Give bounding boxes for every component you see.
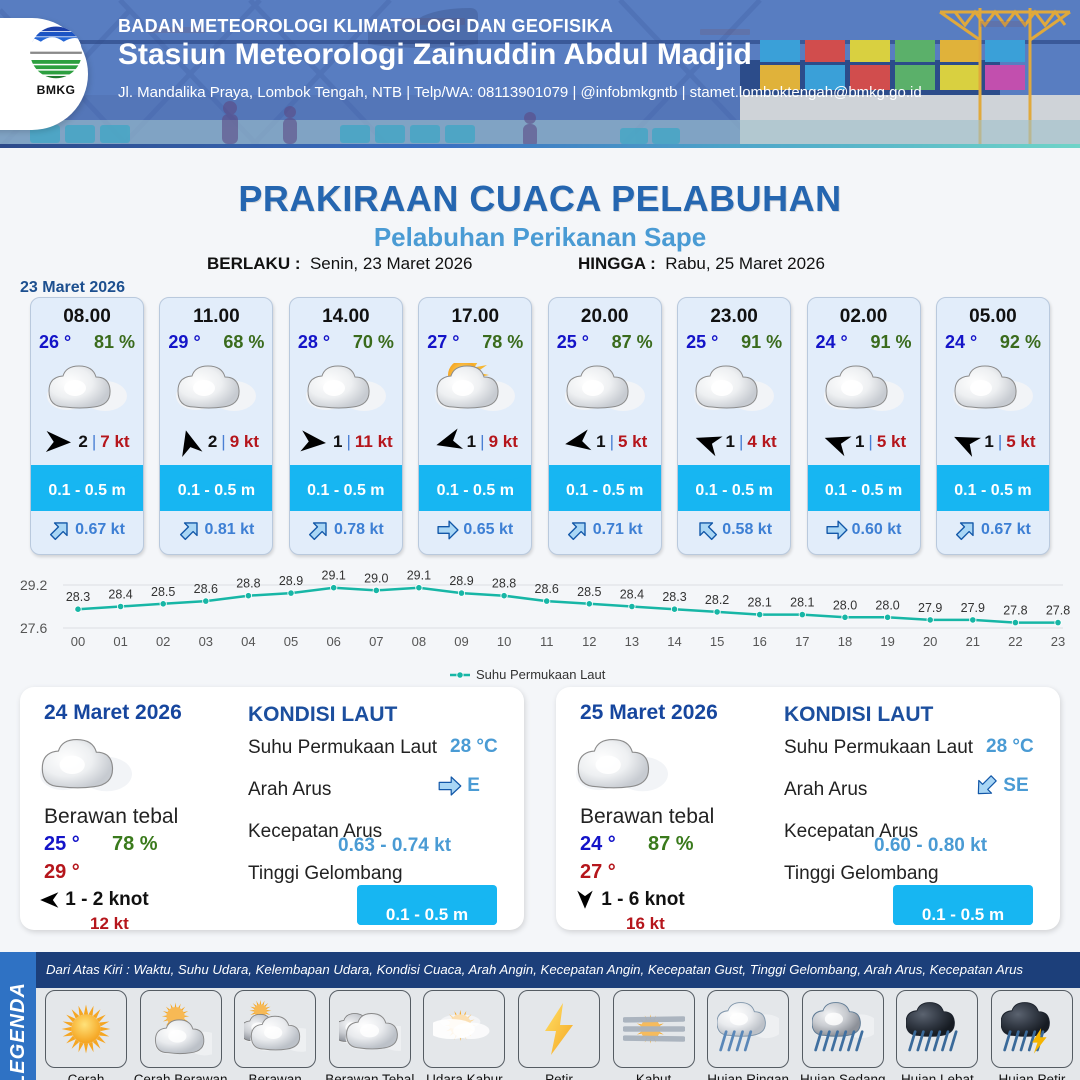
svg-text:28.9: 28.9 (279, 574, 303, 588)
svg-text:29.1: 29.1 (322, 569, 346, 583)
svg-text:17: 17 (795, 634, 809, 649)
svg-text:28.1: 28.1 (748, 596, 772, 610)
svg-text:28.4: 28.4 (108, 588, 132, 602)
svg-text:28.2: 28.2 (705, 593, 729, 607)
svg-text:05: 05 (284, 634, 298, 649)
svg-text:08: 08 (412, 634, 426, 649)
svg-text:28.8: 28.8 (492, 577, 516, 591)
svg-text:28.9: 28.9 (449, 574, 473, 588)
svg-text:20: 20 (923, 634, 937, 649)
svg-text:00: 00 (71, 634, 85, 649)
svg-text:14: 14 (667, 634, 681, 649)
svg-text:29.0: 29.0 (364, 571, 388, 585)
svg-text:15: 15 (710, 634, 724, 649)
svg-text:27.9: 27.9 (918, 601, 942, 615)
svg-text:23: 23 (1051, 634, 1065, 649)
svg-text:Suhu Permukaan Laut: Suhu Permukaan Laut (476, 667, 606, 682)
svg-text:27.6: 27.6 (20, 620, 47, 636)
svg-text:28.0: 28.0 (875, 598, 899, 612)
svg-text:22: 22 (1008, 634, 1022, 649)
svg-text:28.1: 28.1 (790, 596, 814, 610)
svg-text:28.4: 28.4 (620, 588, 644, 602)
svg-text:28.5: 28.5 (151, 585, 175, 599)
svg-text:29.1: 29.1 (407, 569, 431, 583)
svg-text:28.8: 28.8 (236, 577, 260, 591)
svg-text:28.5: 28.5 (577, 585, 601, 599)
svg-text:27.8: 27.8 (1046, 604, 1070, 618)
svg-text:06: 06 (326, 634, 340, 649)
svg-text:09: 09 (454, 634, 468, 649)
svg-text:07: 07 (369, 634, 383, 649)
svg-text:12: 12 (582, 634, 596, 649)
svg-text:11: 11 (540, 634, 554, 649)
svg-text:29.2: 29.2 (20, 577, 47, 593)
svg-text:03: 03 (199, 634, 213, 649)
svg-text:10: 10 (497, 634, 511, 649)
svg-text:28.6: 28.6 (194, 582, 218, 596)
svg-text:18: 18 (838, 634, 852, 649)
svg-text:27.8: 27.8 (1003, 604, 1027, 618)
svg-text:28.3: 28.3 (66, 590, 90, 604)
svg-text:19: 19 (880, 634, 894, 649)
svg-text:28.3: 28.3 (662, 590, 686, 604)
svg-text:02: 02 (156, 634, 170, 649)
svg-text:21: 21 (966, 634, 980, 649)
svg-text:BMKG: BMKG (37, 83, 76, 97)
svg-text:27.9: 27.9 (961, 601, 985, 615)
svg-text:13: 13 (625, 634, 639, 649)
svg-text:28.6: 28.6 (535, 582, 559, 596)
svg-text:28.0: 28.0 (833, 598, 857, 612)
svg-text:01: 01 (113, 634, 127, 649)
svg-text:04: 04 (241, 634, 255, 649)
svg-text:16: 16 (752, 634, 766, 649)
